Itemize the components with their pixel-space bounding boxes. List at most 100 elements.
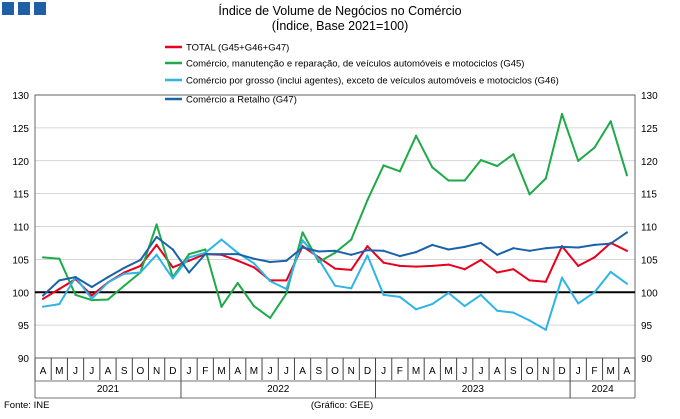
x-tick-label: M — [444, 366, 452, 377]
data-point — [625, 231, 628, 234]
data-point — [463, 245, 466, 248]
data-point — [398, 295, 401, 298]
data-point — [528, 193, 531, 196]
data-point — [382, 249, 385, 252]
data-point — [220, 238, 223, 241]
data-point — [512, 268, 515, 271]
data-point — [431, 166, 434, 169]
data-point — [496, 164, 499, 168]
data-point — [479, 241, 483, 245]
data-point — [155, 235, 158, 239]
y-tick-label-left: 90 — [18, 354, 30, 365]
y-tick-label-right: 100 — [641, 288, 658, 299]
data-point — [252, 304, 256, 308]
data-point — [544, 247, 547, 250]
data-point — [544, 280, 547, 283]
chart-subtitle: (Índice, Base 2021=100) — [272, 18, 409, 33]
y-tick-label-right: 105 — [641, 255, 658, 266]
data-point — [285, 279, 288, 282]
x-tick-label: A — [234, 366, 241, 377]
y-tick-label-right: 110 — [641, 223, 657, 234]
data-point — [593, 243, 596, 247]
data-point — [593, 291, 596, 294]
data-point — [301, 246, 304, 249]
data-point — [625, 282, 628, 285]
data-point — [382, 261, 385, 264]
data-point — [42, 294, 45, 297]
data-point — [398, 264, 401, 268]
data-point — [447, 179, 450, 182]
data-point — [90, 294, 93, 297]
x-tick-label: S — [510, 366, 517, 377]
x-tick-label: F — [591, 366, 597, 377]
data-point — [560, 276, 564, 279]
data-point — [58, 279, 61, 282]
data-point — [155, 253, 158, 256]
data-point — [496, 253, 499, 256]
data-point — [414, 251, 418, 254]
data-point — [625, 174, 628, 177]
data-point — [333, 251, 337, 254]
legend-label: TOTAL (G45+G46+G47) — [186, 43, 289, 54]
data-point — [42, 305, 45, 308]
data-point — [333, 284, 337, 287]
axes: 90 90 95 95 100 100 105 105 110 110 115 115 120 120 12… — [12, 91, 658, 399]
data-point — [366, 245, 369, 248]
data-point — [106, 298, 110, 301]
data-point — [577, 302, 580, 305]
data-point — [236, 281, 239, 285]
year-label: 2022 — [267, 384, 290, 395]
data-point — [106, 276, 110, 279]
data-point — [560, 112, 564, 116]
data-point — [366, 249, 369, 252]
x-tick-label: F — [202, 366, 208, 377]
data-point — [577, 159, 580, 162]
data-point — [187, 256, 191, 259]
x-tick-label: A — [299, 366, 306, 377]
data-point — [625, 249, 628, 252]
y-tick-label-left: 100 — [12, 288, 29, 299]
data-point — [317, 258, 320, 261]
data-point — [479, 293, 483, 296]
data-point — [463, 268, 466, 271]
y-tick-label-left: 110 — [13, 223, 29, 234]
x-tick-label: J — [284, 366, 289, 377]
x-tick-label: M — [607, 366, 615, 377]
data-point — [431, 302, 434, 306]
data-point — [382, 293, 385, 296]
x-tick-label: A — [494, 366, 501, 377]
data-point — [431, 243, 434, 247]
series-line — [43, 113, 628, 319]
x-tick-label: A — [429, 366, 436, 377]
data-point — [593, 146, 596, 149]
x-tick-label: D — [364, 366, 371, 377]
data-point — [301, 231, 304, 234]
y-tick-label-right: 90 — [641, 354, 653, 365]
data-point — [479, 258, 483, 262]
data-point — [317, 250, 320, 253]
data-point — [187, 271, 191, 274]
data-point — [58, 257, 61, 260]
data-point — [479, 158, 483, 162]
data-point — [204, 248, 207, 251]
data-point — [269, 279, 272, 283]
year-label: 2021 — [97, 384, 120, 395]
data-point — [350, 268, 353, 271]
x-tick-label: M — [412, 366, 420, 377]
data-point — [74, 293, 77, 296]
legend-label: Comércio, manutenção e reparação, de veí… — [186, 59, 524, 70]
data-point — [414, 265, 418, 268]
plot-frame — [34, 94, 636, 359]
brand-square — [18, 2, 30, 15]
data-point — [350, 287, 353, 290]
x-tick-label: J — [576, 366, 581, 377]
x-tick-label: M — [250, 366, 258, 377]
y-tick-label-right: 125 — [641, 124, 658, 135]
data-point — [593, 256, 596, 259]
data-point — [106, 281, 110, 284]
x-tick-label: J — [268, 366, 273, 377]
x-tick-label: J — [462, 366, 467, 377]
data-point — [512, 247, 515, 250]
year-label: 2023 — [462, 384, 485, 395]
